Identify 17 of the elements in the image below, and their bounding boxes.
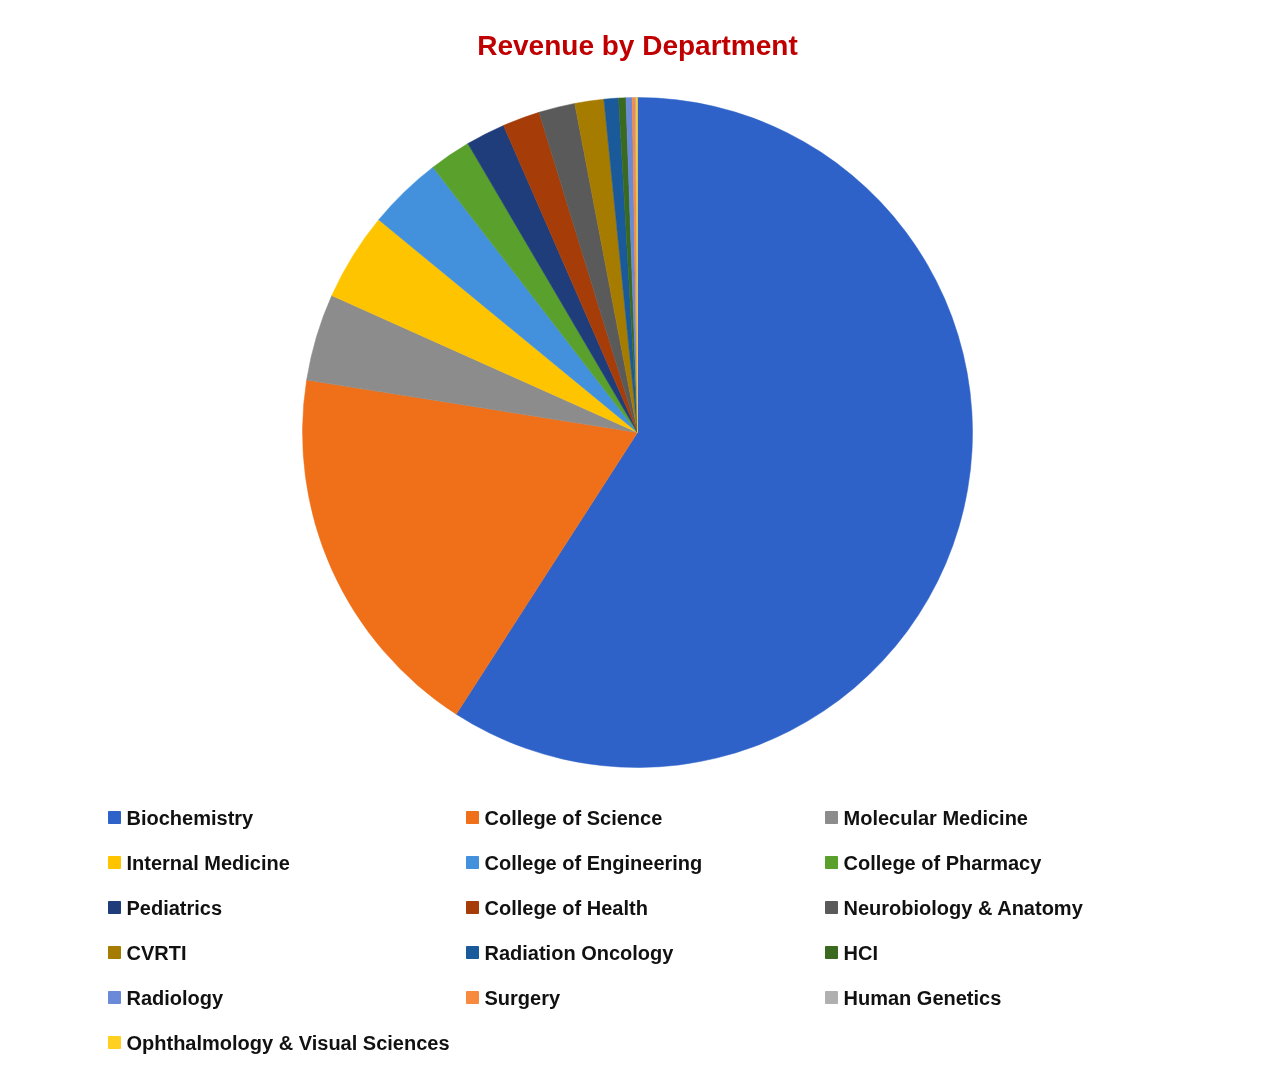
legend-label: Molecular Medicine — [843, 806, 1028, 829]
chart-title: Revenue by Department — [477, 30, 798, 61]
legend-label: Surgery — [484, 986, 561, 1009]
legend-label: College of Health — [484, 896, 648, 919]
legend-label: CVRTI — [126, 941, 187, 964]
legend-label: Ophthalmology & Visual Sciences — [126, 1031, 450, 1054]
legend-label: College of Engineering — [484, 851, 703, 874]
legend-label: Human Genetics — [843, 986, 1002, 1009]
legend-label: Radiation Oncology — [484, 941, 675, 964]
legend-label: Biochemistry — [126, 806, 255, 829]
legend-label: Neurobiology & Anatomy — [843, 896, 1084, 919]
legend-label: HCI — [843, 941, 878, 964]
legend-label: Pediatrics — [126, 896, 223, 919]
legend-label: Radiology — [126, 986, 225, 1009]
legend-label: College of Science — [484, 806, 663, 829]
legend-label: Internal Medicine — [126, 851, 290, 874]
legend-label: College of Pharmacy — [843, 851, 1043, 874]
